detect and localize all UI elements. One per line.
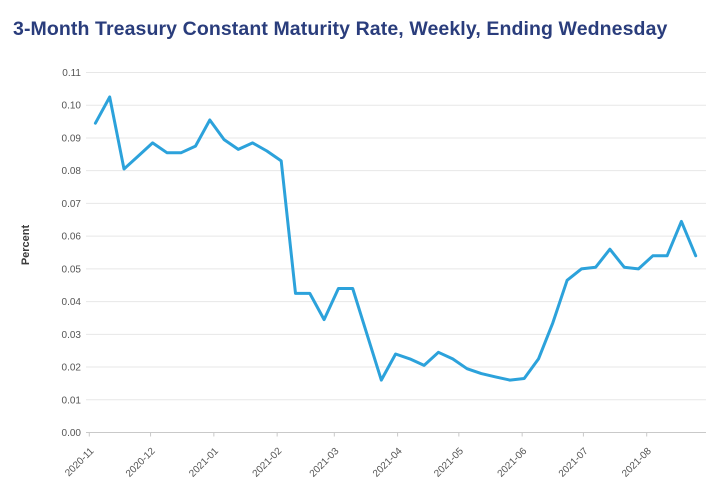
y-tick-label: 0.10 [62, 101, 82, 112]
y-tick-label: 0.04 [62, 297, 82, 308]
rate-series-line [93, 95, 698, 382]
y-axis-title: Percent [20, 224, 32, 266]
x-tick-label: 2021-06 [496, 446, 530, 480]
x-tick-label: 2021-03 [308, 446, 342, 480]
x-tick-label: 2021-08 [620, 446, 654, 480]
x-tick-label: 2021-01 [187, 446, 221, 480]
y-tick-label: 0.08 [62, 166, 82, 177]
y-tick-label: 0.09 [62, 133, 82, 144]
chart-title: 3-Month Treasury Constant Maturity Rate,… [13, 18, 668, 40]
x-tick-label: 2020-11 [63, 446, 97, 480]
x-tick-label: 2020-12 [124, 446, 158, 480]
y-tick-label: 0.02 [62, 363, 82, 374]
y-tick-label: 0.07 [62, 199, 82, 210]
y-tick-label: 0.11 [62, 68, 81, 79]
x-tick-label: 2021-04 [371, 446, 405, 480]
y-tick-label: 0.01 [62, 395, 82, 406]
y-tick-label: 0.00 [62, 428, 82, 439]
x-tick-label: 2021-02 [251, 446, 285, 480]
x-tick-label: 2021-05 [432, 446, 466, 480]
x-tick-label: 2021-07 [557, 446, 591, 480]
y-tick-label: 0.05 [62, 264, 82, 275]
y-tick-label: 0.06 [62, 232, 82, 243]
y-tick-label: 0.03 [62, 330, 82, 341]
